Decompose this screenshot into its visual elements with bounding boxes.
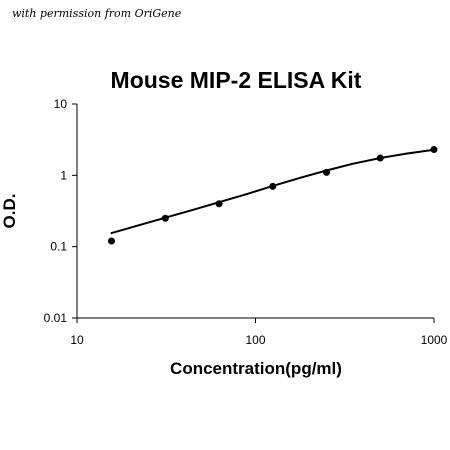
y-tick-label: 1 bbox=[60, 168, 67, 182]
data-point bbox=[323, 168, 331, 176]
data-point bbox=[215, 200, 223, 208]
plot-area: 0.01 0.1 1 10 10 100 1000 bbox=[44, 97, 448, 347]
data-point bbox=[107, 237, 115, 245]
x-tick-label: 1000 bbox=[421, 333, 448, 347]
data-points bbox=[107, 146, 438, 245]
x-tick-label: 10 bbox=[70, 333, 84, 347]
fit-curve bbox=[110, 148, 435, 235]
y-tick-label: 0.1 bbox=[50, 240, 67, 254]
y-tick-label: 10 bbox=[54, 97, 68, 111]
data-point bbox=[376, 154, 384, 162]
data-point bbox=[161, 214, 169, 222]
y-tick-label: 0.01 bbox=[44, 311, 68, 325]
x-ticks: 10 100 1000 bbox=[70, 318, 448, 347]
x-axis-label: Concentration(pg/ml) bbox=[170, 359, 342, 378]
credit-text: with permission from OriGene bbox=[12, 7, 182, 20]
y-axis-label: O.D. bbox=[0, 194, 19, 229]
y-ticks: 0.01 0.1 1 10 bbox=[44, 97, 77, 325]
data-point bbox=[269, 182, 277, 190]
x-tick-label: 100 bbox=[245, 333, 265, 347]
chart-title: Mouse MIP-2 ELISA Kit bbox=[111, 67, 362, 93]
data-point bbox=[430, 146, 438, 154]
